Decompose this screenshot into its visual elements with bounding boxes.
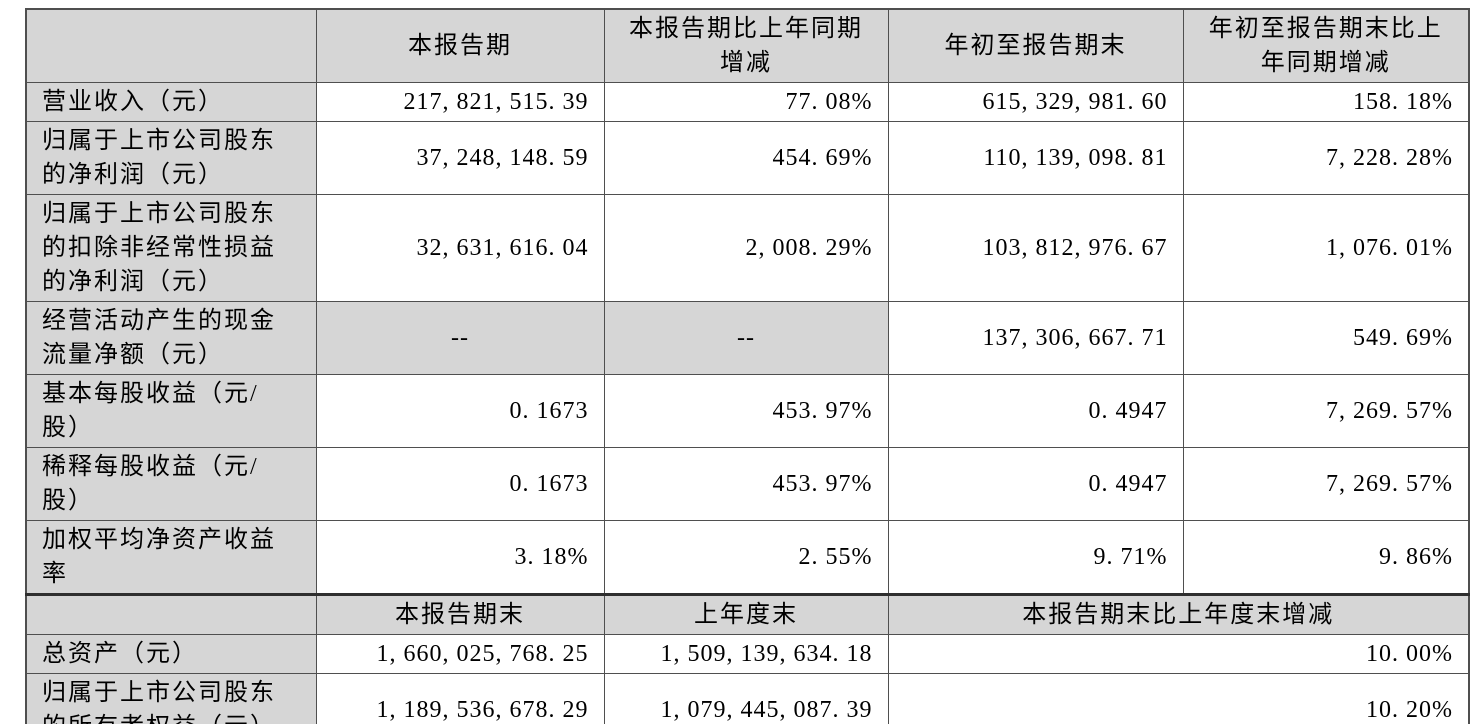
value-cell: 7, 269. 57% [1182,447,1470,521]
row-label: 归属于上市公司股东的净利润（元） [25,121,317,195]
value-cell: 9. 71% [887,520,1184,595]
value-cell: 549. 69% [1182,301,1470,375]
value-cell: 77. 08% [603,82,889,122]
value-cell: 1, 079, 445, 087. 39 [603,673,889,724]
value-cell: 0. 4947 [887,447,1184,521]
value-cell: 2, 008. 29% [603,194,889,302]
value-cell: 110, 139, 098. 81 [887,121,1184,195]
value-cell: 7, 228. 28% [1182,121,1470,195]
value-cell: 103, 812, 976. 67 [887,194,1184,302]
row-equity-attributable: 归属于上市公司股东的所有者权益（元） 1, 189, 536, 678. 29 … [25,673,1470,724]
col-header-current-period-yoy-change: 本报告期比上年同期增减 [603,8,889,83]
value-cell: 2. 55% [603,520,889,595]
row-operating-revenue: 营业收入（元） 217, 821, 515. 39 77. 08% 615, 3… [25,82,1470,122]
corner-header-cell [25,8,317,83]
not-applicable-cell: -- [315,301,605,375]
value-cell: 453. 97% [603,374,889,448]
row-operating-cash-flow: 经营活动产生的现金流量净额（元） -- -- 137, 306, 667. 71… [25,301,1470,375]
col-header-prior-year-end: 上年度末 [603,593,889,635]
row-label: 经营活动产生的现金流量净额（元） [25,301,317,375]
value-cell: 32, 631, 616. 04 [315,194,605,302]
key-financials-table: 本报告期 本报告期比上年同期增减 年初至报告期末 年初至报告期末比上年同期增减 … [25,8,1470,724]
row-weighted-average-roe: 加权平均净资产收益率 3. 18% 2. 55% 9. 71% 9. 86% [25,520,1470,595]
row-diluted-eps: 稀释每股收益（元/股） 0. 1673 453. 97% 0. 4947 7, … [25,447,1470,521]
col-header-year-to-date-yoy-change: 年初至报告期末比上年同期增减 [1182,8,1470,83]
value-cell: 158. 18% [1182,82,1470,122]
row-basic-eps: 基本每股收益（元/股） 0. 1673 453. 97% 0. 4947 7, … [25,374,1470,448]
value-cell: 217, 821, 515. 39 [315,82,605,122]
row-label: 基本每股收益（元/股） [25,374,317,448]
value-cell: 1, 189, 536, 678. 29 [315,673,605,724]
value-cell: 137, 306, 667. 71 [887,301,1184,375]
value-cell-change: 10. 00% [887,634,1470,674]
col-header-current-period: 本报告期 [315,8,605,83]
value-cell: 9. 86% [1182,520,1470,595]
value-cell: 0. 4947 [887,374,1184,448]
value-cell: 453. 97% [603,447,889,521]
value-cell: 7, 269. 57% [1182,374,1470,448]
value-cell-change: 10. 20% [887,673,1470,724]
value-cell: 0. 1673 [315,447,605,521]
row-label: 总资产（元） [25,634,317,674]
corner-header-cell [25,593,317,635]
not-applicable-cell: -- [603,301,889,375]
key-financial-data-section: 本报告期 本报告期比上年同期增减 年初至报告期末 年初至报告期末比上年同期增减 … [25,8,1479,724]
col-header-period-end-vs-prior-year-end-change: 本报告期末比上年度末增减 [887,593,1470,635]
period-end-header-row: 本报告期末 上年度末 本报告期末比上年度末增减 [25,593,1470,635]
row-label: 归属于上市公司股东的所有者权益（元） [25,673,317,724]
value-cell: 3. 18% [315,520,605,595]
col-header-current-period-end: 本报告期末 [315,593,605,635]
row-label: 营业收入（元） [25,82,317,122]
value-cell: 1, 076. 01% [1182,194,1470,302]
row-net-profit-excl-nonrecurring: 归属于上市公司股东的扣除非经常性损益的净利润（元） 32, 631, 616. … [25,194,1470,302]
row-label: 加权平均净资产收益率 [25,520,317,595]
value-cell: 1, 509, 139, 634. 18 [603,634,889,674]
row-total-assets: 总资产（元） 1, 660, 025, 768. 25 1, 509, 139,… [25,634,1470,674]
row-label: 稀释每股收益（元/股） [25,447,317,521]
row-net-profit-attributable: 归属于上市公司股东的净利润（元） 37, 248, 148. 59 454. 6… [25,121,1470,195]
value-cell: 37, 248, 148. 59 [315,121,605,195]
value-cell: 454. 69% [603,121,889,195]
period-header-row: 本报告期 本报告期比上年同期增减 年初至报告期末 年初至报告期末比上年同期增减 [25,8,1470,83]
value-cell: 0. 1673 [315,374,605,448]
row-label: 归属于上市公司股东的扣除非经常性损益的净利润（元） [25,194,317,302]
value-cell: 615, 329, 981. 60 [887,82,1184,122]
value-cell: 1, 660, 025, 768. 25 [315,634,605,674]
col-header-year-to-date: 年初至报告期末 [887,8,1184,83]
